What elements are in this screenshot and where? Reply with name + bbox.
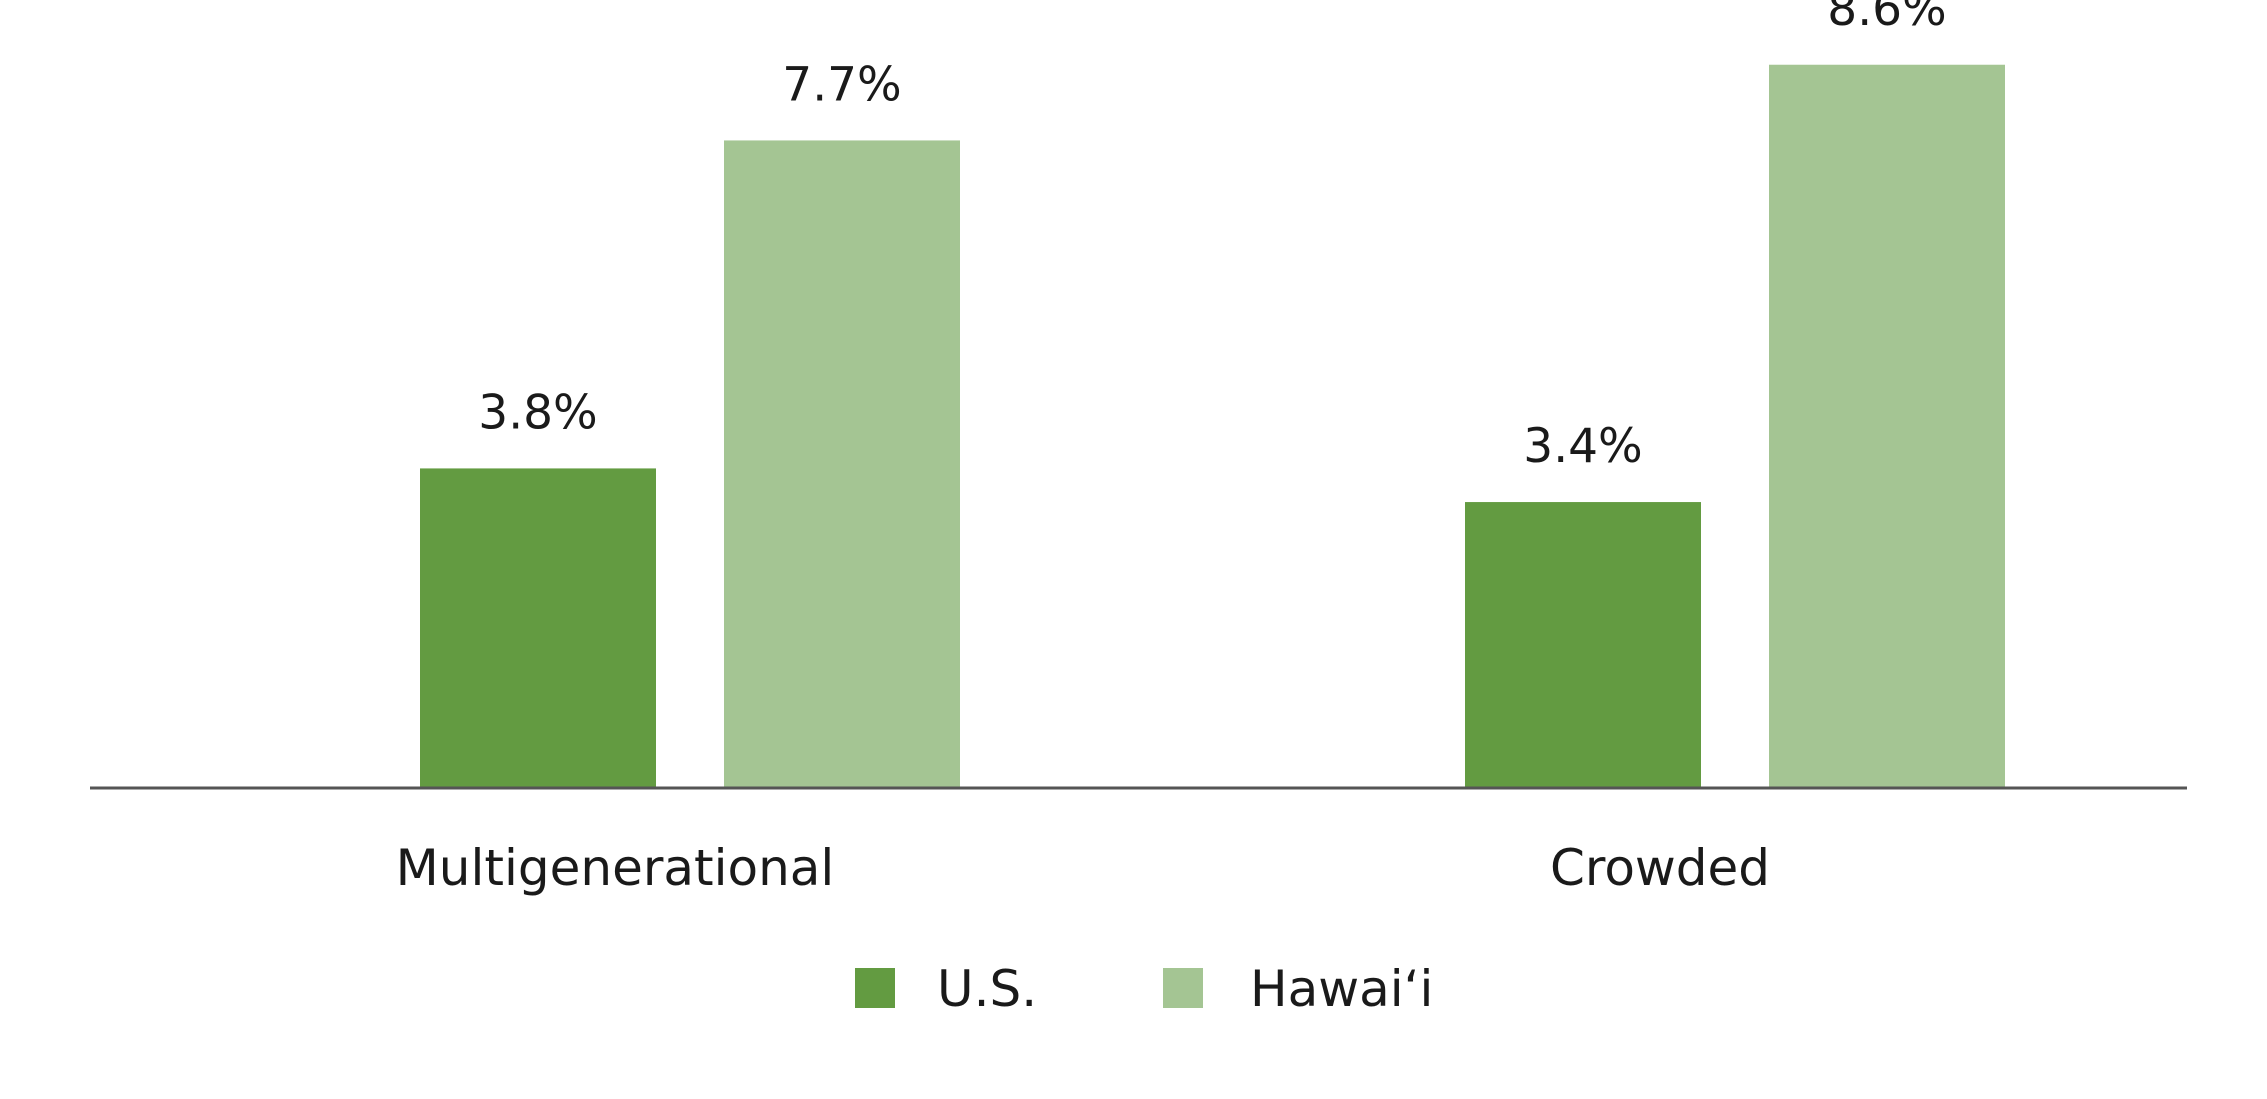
- bar-multigenerational-1: [724, 140, 960, 788]
- legend-label-1: Hawai‘i: [1250, 960, 1433, 1018]
- data-label-crowded-0: 3.4%: [1523, 419, 1642, 474]
- bar-crowded-0: [1465, 502, 1701, 788]
- bar-multigenerational-0: [420, 468, 656, 788]
- data-label-multigenerational-1: 7.7%: [782, 57, 901, 112]
- legend-label-0: U.S.: [937, 960, 1037, 1018]
- category-label-multigenerational: Multigenerational: [396, 839, 835, 897]
- data-label-multigenerational-0: 3.8%: [478, 385, 597, 440]
- value-labels-layer: 3.8% 7.7% 3.4% 8.6%: [478, 0, 1946, 474]
- legend-swatch-0: [855, 968, 895, 1008]
- legend: U.S. Hawai‘i: [855, 960, 1433, 1018]
- category-label-crowded: Crowded: [1550, 839, 1770, 897]
- category-labels-layer: Multigenerational Crowded: [396, 839, 1770, 897]
- bar-crowded-1: [1769, 64, 2005, 789]
- bars-layer: [420, 64, 2005, 789]
- data-label-crowded-1: 8.6%: [1827, 0, 1946, 37]
- legend-swatch-1: [1163, 968, 1203, 1008]
